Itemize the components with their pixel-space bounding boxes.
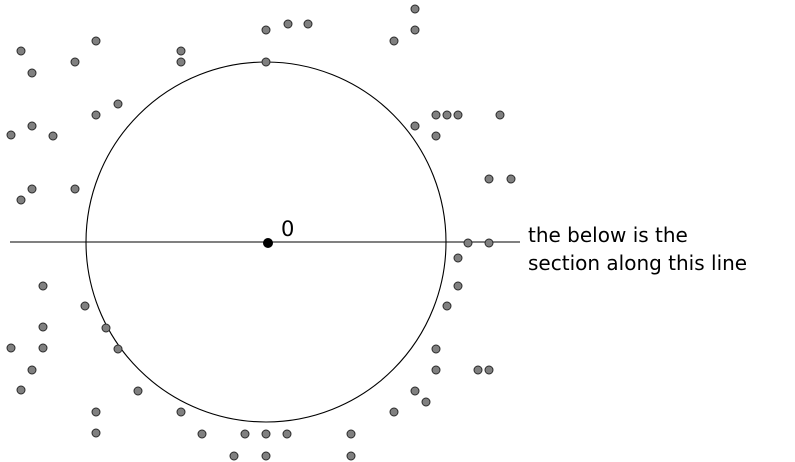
scatter-point	[431, 110, 441, 120]
scatter-point	[463, 238, 473, 248]
scatter-point	[91, 428, 101, 438]
scatter-point	[70, 57, 80, 67]
scatter-point	[303, 19, 313, 29]
scatter-point	[261, 25, 271, 35]
scatter-point	[70, 184, 80, 194]
scatter-point	[484, 174, 494, 184]
scatter-point	[410, 121, 420, 131]
section-caption-line-1: the below is the	[528, 223, 688, 247]
scatter-point	[431, 365, 441, 375]
scatter-point	[389, 407, 399, 417]
scatter-point	[91, 407, 101, 417]
scatter-point	[80, 301, 90, 311]
scatter-point	[421, 397, 431, 407]
scatter-point	[495, 110, 505, 120]
scatter-point	[473, 365, 483, 375]
scatter-point	[16, 385, 26, 395]
scatter-point	[346, 451, 356, 461]
scatter-point	[27, 184, 37, 194]
scatter-point	[283, 19, 293, 29]
scatter-point	[484, 365, 494, 375]
scatter-point	[16, 46, 26, 56]
scatter-point	[282, 429, 292, 439]
scatter-point	[453, 110, 463, 120]
scatter-point	[113, 99, 123, 109]
scatter-point	[113, 344, 123, 354]
scatter-point	[261, 57, 271, 67]
scatter-point	[101, 323, 111, 333]
scattered-points	[6, 4, 516, 461]
scatter-point	[453, 253, 463, 263]
section-caption-line-2: section along this line	[528, 251, 747, 275]
scatter-point	[240, 429, 250, 439]
scatter-point	[176, 46, 186, 56]
scatter-point	[176, 57, 186, 67]
scatter-point	[431, 131, 441, 141]
origin-label: 0	[281, 217, 294, 241]
scatter-point	[410, 25, 420, 35]
scatter-point	[176, 407, 186, 417]
scatter-point	[442, 301, 452, 311]
scatter-point	[38, 343, 48, 353]
scatter-point	[91, 36, 101, 46]
scatter-point	[261, 429, 271, 439]
origin-point	[263, 238, 273, 248]
scatter-point	[261, 451, 271, 461]
scatter-point	[442, 110, 452, 120]
scatter-point	[229, 451, 239, 461]
scatter-point	[389, 36, 399, 46]
scatter-point	[484, 238, 494, 248]
scatter-point	[453, 281, 463, 291]
scatter-point	[410, 386, 420, 396]
scatter-point	[346, 429, 356, 439]
scatter-point	[16, 195, 26, 205]
scatter-point	[197, 429, 207, 439]
scatter-point	[38, 281, 48, 291]
scatter-point	[6, 343, 16, 353]
scatter-point	[410, 4, 420, 14]
scatter-point	[6, 130, 16, 140]
scatter-point	[48, 131, 58, 141]
scatter-point	[27, 121, 37, 131]
scatter-point	[27, 68, 37, 78]
scatter-point	[133, 386, 143, 396]
scatter-point	[431, 344, 441, 354]
scatter-point	[506, 174, 516, 184]
scatter-point	[38, 322, 48, 332]
scatter-point	[91, 110, 101, 120]
scatter-point	[27, 365, 37, 375]
